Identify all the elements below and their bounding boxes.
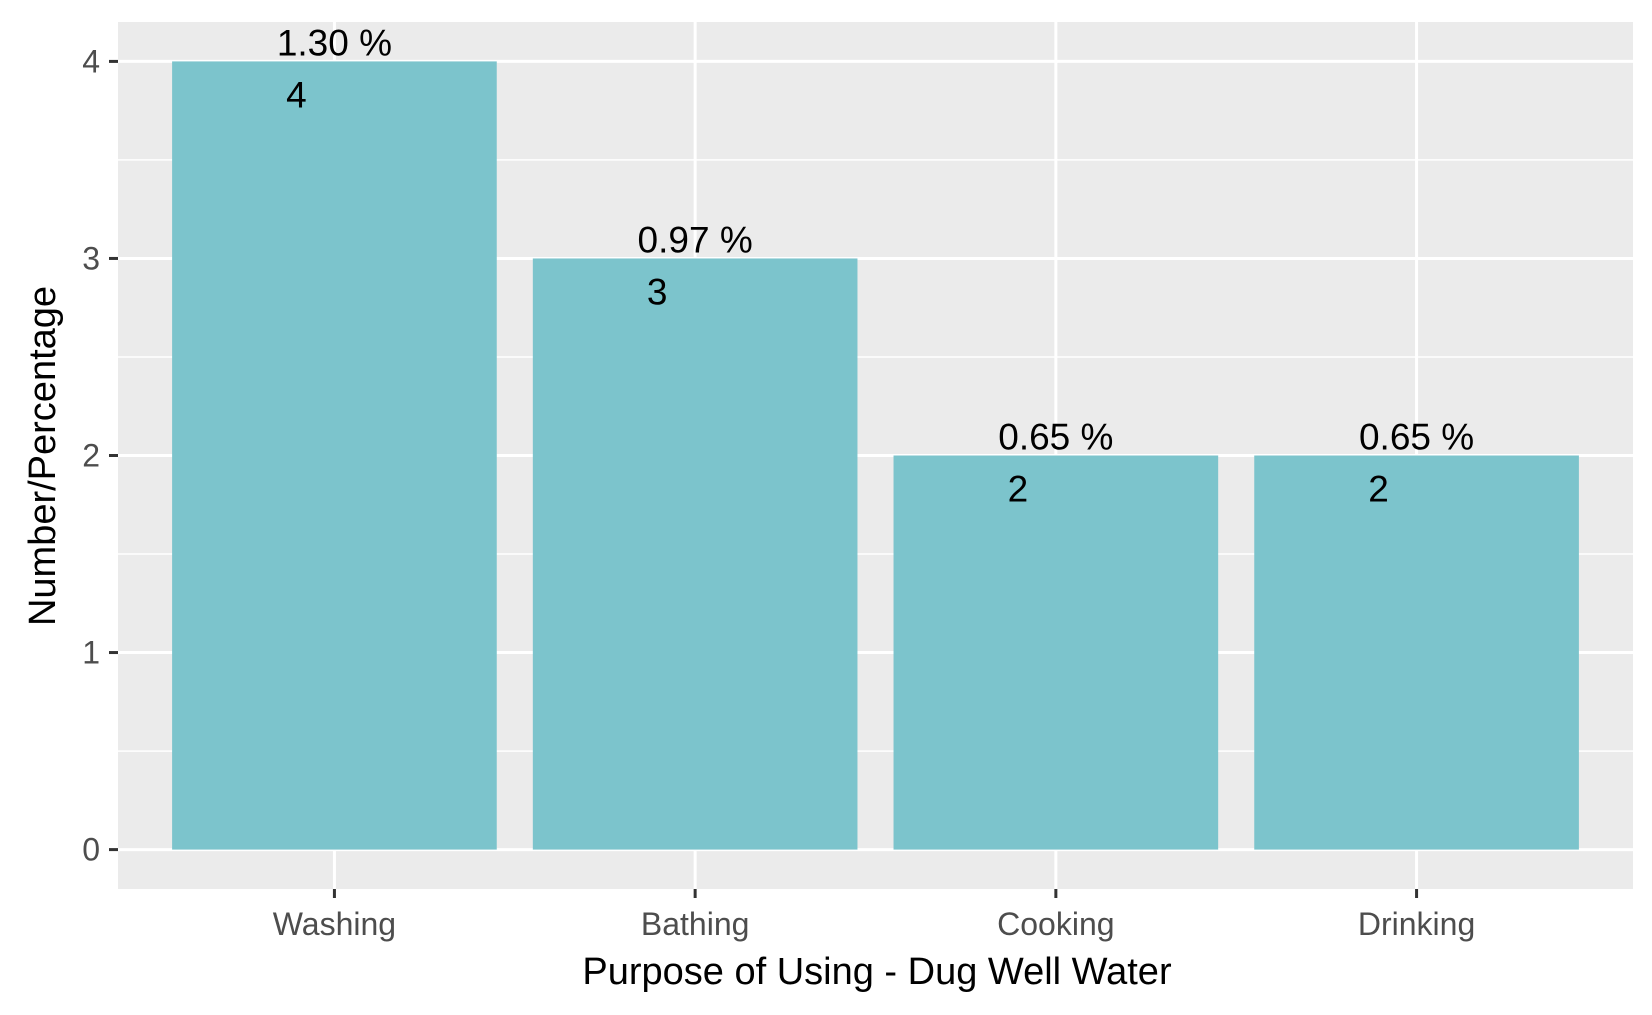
y-tick-label: 2 xyxy=(82,438,100,474)
y-tick-label: 4 xyxy=(82,43,100,79)
bar-drinking xyxy=(1254,455,1579,850)
x-tick-label: Drinking xyxy=(1358,906,1475,942)
bars xyxy=(172,61,1579,850)
data-labels: 1.30 % 4 0.97 % 3 0.65 % 2 0.65 % 2 xyxy=(277,22,1474,509)
percent-label: 0.65 % xyxy=(1359,417,1474,458)
count-label: 3 xyxy=(647,271,668,312)
bar-cooking xyxy=(893,455,1219,850)
bar-washing xyxy=(172,61,497,850)
y-tick-label: 1 xyxy=(82,635,100,671)
x-tick-label: Cooking xyxy=(997,906,1114,942)
percent-label: 1.30 % xyxy=(277,22,392,63)
count-label: 2 xyxy=(1368,469,1389,510)
count-label: 2 xyxy=(1008,469,1029,510)
y-tick-label: 0 xyxy=(82,832,100,868)
percent-label: 0.97 % xyxy=(638,219,753,260)
y-axis-title: Number/Percentage xyxy=(22,286,64,626)
y-tick-label: 3 xyxy=(82,240,100,276)
y-axis: 0 1 2 3 4 xyxy=(82,43,118,868)
x-tick-label: Bathing xyxy=(641,906,750,942)
x-tick-label: Washing xyxy=(273,906,396,942)
count-label: 4 xyxy=(286,74,307,115)
x-axis: Washing Bathing Cooking Drinking xyxy=(273,889,1475,942)
bar-bathing xyxy=(532,258,858,850)
x-axis-title: Purpose of Using - Dug Well Water xyxy=(582,951,1172,993)
percent-label: 0.65 % xyxy=(998,417,1113,458)
